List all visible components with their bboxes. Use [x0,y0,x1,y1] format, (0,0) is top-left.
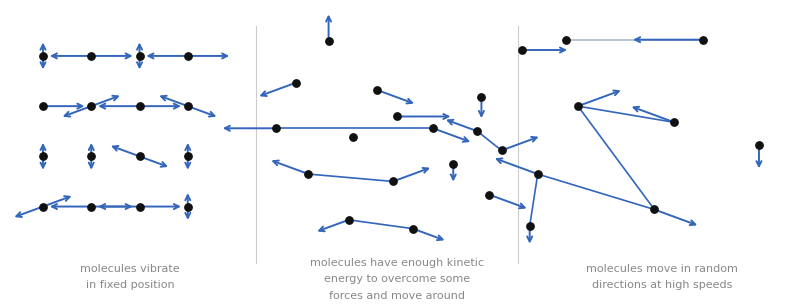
Point [407,226,420,231]
Point [181,204,194,209]
Point [270,126,283,131]
Point [85,154,98,159]
Point [648,207,661,212]
Point [427,126,440,131]
Text: energy to overcome some: energy to overcome some [324,274,470,285]
Point [483,192,496,197]
Point [390,114,403,119]
Point [181,104,194,109]
Point [290,80,303,85]
Point [133,204,146,209]
Point [346,135,359,140]
Text: in fixed position: in fixed position [86,280,174,290]
Text: molecules have enough kinetic: molecules have enough kinetic [310,258,484,268]
Point [85,104,98,109]
Point [572,104,585,109]
Point [36,154,49,159]
Point [668,120,681,125]
Point [322,39,335,44]
Text: directions at high speeds: directions at high speeds [592,280,732,290]
Point [471,129,484,134]
Point [370,88,383,92]
Point [560,37,573,42]
Point [133,154,146,159]
Text: forces and move around: forces and move around [329,291,465,301]
Point [447,161,460,166]
Point [36,204,49,209]
Point [85,204,98,209]
Point [515,48,528,52]
Point [36,104,49,109]
Point [302,172,315,177]
Point [181,53,194,58]
Point [85,53,98,58]
Point [523,223,536,228]
Point [36,53,49,58]
Point [133,53,146,58]
Text: molecules vibrate: molecules vibrate [80,264,180,274]
Point [386,179,399,184]
Point [475,95,488,100]
Point [342,217,355,222]
Point [495,148,508,153]
Point [752,142,765,147]
Point [133,104,146,109]
Point [181,154,194,159]
Point [696,37,709,42]
Point [531,172,544,177]
Text: molecules move in random: molecules move in random [586,264,739,274]
